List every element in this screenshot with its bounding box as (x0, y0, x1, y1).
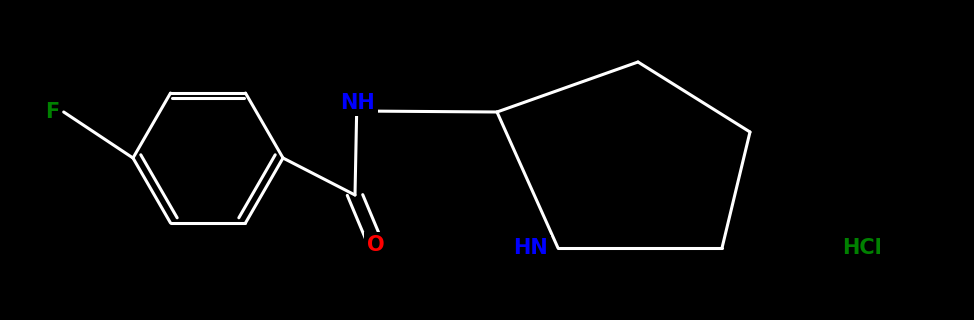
Text: HN: HN (513, 238, 548, 258)
Text: HCl: HCl (843, 238, 881, 258)
Text: O: O (367, 235, 385, 255)
Text: NH: NH (340, 93, 374, 113)
Text: F: F (45, 102, 59, 122)
